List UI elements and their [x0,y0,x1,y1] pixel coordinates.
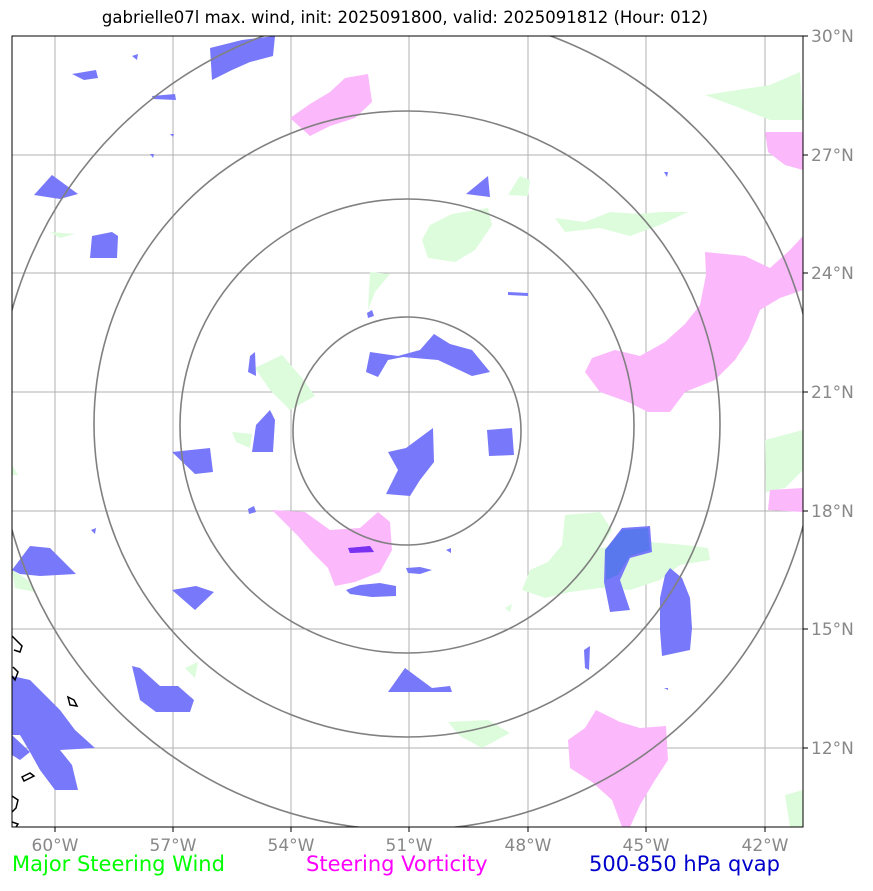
range-ring-2 [179,198,635,654]
tick-marks [54,35,808,832]
lon-tick-label: 45°W [623,836,670,856]
lat-tick-label: 12°N [811,739,854,759]
range-rings [12,36,803,827]
lon-tick-label: 60°W [32,836,79,856]
lat-tick-label: 30°N [811,27,854,47]
lon-tick-label: 48°W [505,836,552,856]
coastline [12,635,79,827]
legend-qvap: 500-850 hPa qvap [589,852,780,876]
range-ring-1 [292,316,522,546]
gridlines [12,36,803,827]
lon-tick-label: 51°W [386,836,433,856]
latitude-labels: 30°N 27°N 24°N 21°N 18°N 15°N 12°N [811,27,854,759]
lon-tick-label: 57°W [150,836,197,856]
steering-vorticity-areas [272,74,803,827]
map-title: gabrielle07l max. wind, init: 2025091800… [101,8,709,27]
lat-tick-label: 24°N [811,264,854,284]
legend-steering-wind: Major Steering Wind [12,852,225,876]
qvap-overlap-areas [348,528,650,580]
lon-tick-label: 42°W [742,836,789,856]
lat-tick-label: 18°N [811,502,854,522]
qvap-areas [12,36,692,790]
lat-tick-label: 27°N [811,146,854,166]
lat-tick-label: 15°N [811,620,854,640]
lon-tick-label: 54°W [268,836,315,856]
legend-steering-vorticity: Steering Vorticity [306,852,488,876]
plot-frame [11,35,804,828]
lat-tick-label: 21°N [811,383,854,403]
longitude-labels: 60°W 57°W 54°W 51°W 48°W 45°W 42°W [32,836,789,856]
range-ring-3 [93,110,721,738]
